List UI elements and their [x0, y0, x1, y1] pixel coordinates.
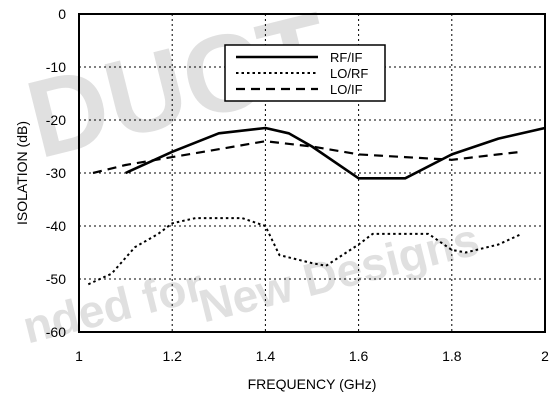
tick-labels: 1 1.2 1.4 1.6 1.8 2 0 -10 -20 -30 -40 -50 -60 — [46, 6, 549, 364]
x-tick-label: 1.4 — [256, 348, 276, 364]
x-tick-label: 1.6 — [349, 348, 369, 364]
y-tick-label: -60 — [46, 324, 66, 340]
x-axis-title: FREQUENCY (GHz) — [248, 376, 377, 392]
series-line-lo-rf — [87, 217, 523, 286]
series-line-lo-if — [92, 140, 522, 175]
legend: RF/IF LO/RF LO/IF — [224, 44, 386, 102]
legend-label-rf-if: RF/IF — [330, 50, 363, 65]
watermark-line-2: New Designs — [194, 213, 484, 333]
y-tick-label: -30 — [46, 165, 66, 181]
x-tick-label: 1.2 — [162, 348, 182, 364]
series-line-rf-if — [125, 126, 546, 180]
y-tick-label: -40 — [46, 218, 66, 234]
grid — [79, 14, 545, 332]
x-tick-label: 2 — [541, 348, 549, 364]
x-tick-label: 1 — [75, 348, 83, 364]
legend-box — [224, 44, 386, 102]
y-tick-label: -50 — [46, 271, 66, 287]
y-axis-title: ISOLATION (dB) — [14, 121, 30, 225]
plot-frame — [78, 13, 546, 333]
legend-label-lo-rf: LO/RF — [330, 66, 368, 81]
y-tick-label: -10 — [46, 59, 66, 75]
legend-label-lo-if: LO/IF — [330, 82, 363, 97]
y-tick-label: -20 — [46, 112, 66, 128]
series-layer — [87, 126, 546, 286]
y-tick-label: 0 — [58, 6, 66, 22]
x-tick-label: 1.8 — [442, 348, 462, 364]
